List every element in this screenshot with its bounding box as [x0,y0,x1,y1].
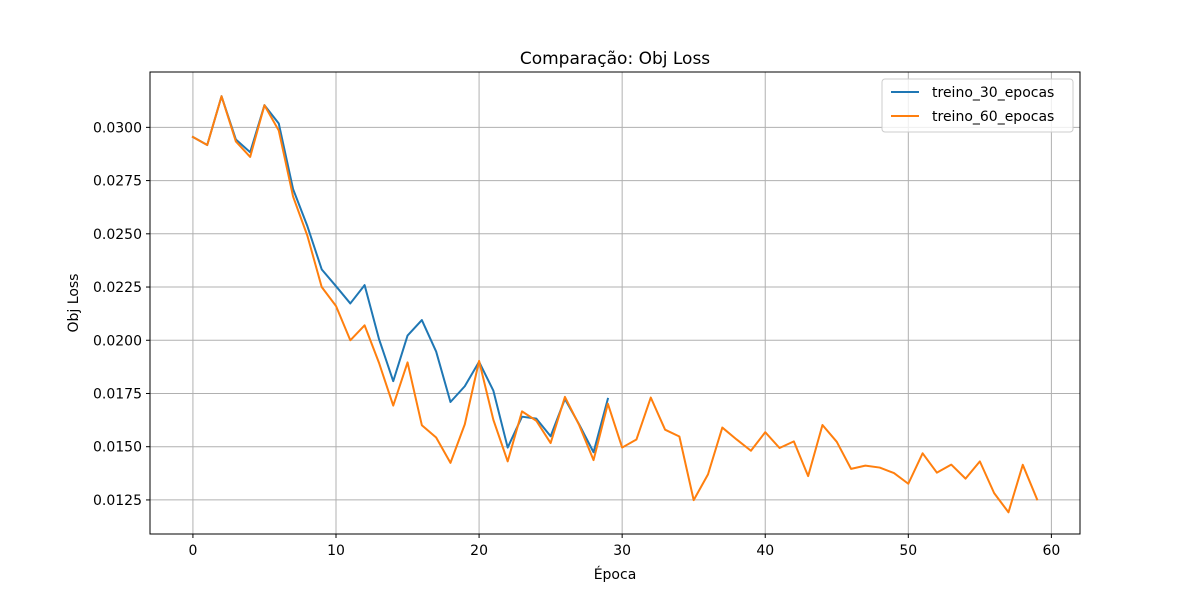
x-tick-label: 60 [1042,543,1060,559]
x-tick-label: 30 [613,543,631,559]
x-tick-label: 50 [899,543,917,559]
chart-title: Comparação: Obj Loss [520,49,710,69]
y-tick-label: 0.0300 [93,120,142,136]
axis-ticks: 0 10 20 30 40 50 60 0.0125 0.0150 0.0175 0.0200 0.0… [93,120,1060,559]
y-tick-label: 0.0150 [93,440,142,456]
series-line-2 [191,95,1039,514]
legend-label-series-1: treino_30_epocas [932,85,1054,101]
legend-label-series-2: treino_60_epocas [932,109,1054,125]
x-tick-label: 20 [470,543,488,559]
x-tick-label: 10 [327,543,345,559]
legend: treino_30_epocas treino_60_epocas [881,78,1074,133]
y-axis-label: Obj Loss [66,274,82,333]
legend-box [881,78,1074,133]
series-line-1 [191,95,610,454]
x-tick-label: 0 [188,543,197,559]
y-tick-label: 0.0225 [93,280,142,296]
plot-frame [149,71,1081,535]
y-tick-label: 0.0250 [93,227,142,243]
y-tick-label: 0.0175 [93,386,142,402]
x-tick-label: 40 [756,543,774,559]
y-tick-label: 0.0125 [93,493,142,509]
x-axis-label: Época [594,566,637,583]
y-tick-label: 0.0200 [93,333,142,349]
y-tick-label: 0.0275 [93,174,142,190]
series-lines [191,95,1039,514]
grid-lines [150,72,1080,534]
